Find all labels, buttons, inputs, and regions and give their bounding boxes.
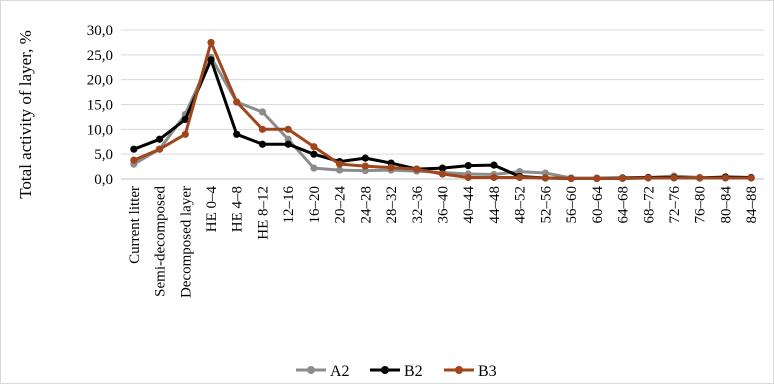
x-tick-label: Semi-decomposed	[153, 186, 169, 297]
data-point	[336, 160, 344, 168]
data-point	[438, 170, 447, 178]
grid	[121, 29, 764, 180]
y-tick-label: 30,0	[87, 23, 113, 39]
x-tick-label: HE 0–4	[204, 186, 220, 233]
data-point	[155, 135, 164, 143]
data-point	[593, 174, 601, 183]
data-point	[387, 163, 395, 172]
data-point	[670, 174, 678, 182]
data-point	[618, 174, 627, 183]
data-point	[490, 161, 498, 169]
legend-label: B3	[478, 363, 497, 380]
legend: A2 B2 B3	[296, 363, 497, 380]
series-line	[133, 40, 752, 180]
data-point	[207, 38, 215, 47]
data-point	[233, 98, 241, 106]
data-point	[181, 130, 189, 138]
y-tick-label: 5,0	[94, 147, 113, 163]
x-tick-label: 12–16	[281, 186, 297, 224]
data-point	[310, 150, 318, 158]
y-tick-label: 10,0	[87, 122, 113, 138]
x-tick-label: 44–48	[487, 186, 503, 224]
series-b3	[130, 38, 755, 183]
data-point	[258, 125, 267, 133]
series-lines	[130, 38, 755, 183]
data-point	[721, 174, 730, 182]
data-point	[181, 115, 189, 123]
data-point	[464, 161, 472, 170]
x-tick-label: 36–40	[436, 186, 452, 224]
data-point	[516, 167, 524, 176]
data-point	[233, 130, 241, 138]
x-tick-label: 68–72	[641, 186, 657, 224]
legend-label: B2	[404, 363, 423, 380]
data-point	[413, 165, 421, 173]
data-point	[541, 169, 549, 177]
x-tick-label: 24–28	[358, 186, 374, 224]
x-tick-label: 72–76	[667, 186, 683, 224]
data-point	[438, 164, 447, 172]
x-tick-label: 48–52	[513, 186, 529, 224]
data-point	[310, 164, 318, 172]
x-tick-label: 32–36	[410, 186, 426, 224]
x-tick-label: 84–88	[744, 186, 760, 224]
data-point	[258, 140, 267, 148]
data-point	[567, 174, 575, 183]
x-axis-ticks: Current litter Semi-decomposed Decomposed …	[127, 186, 760, 299]
data-point	[541, 174, 549, 182]
data-point	[155, 145, 164, 153]
x-tick-label: Decomposed layer	[178, 186, 194, 298]
data-point	[490, 173, 498, 182]
x-tick-label: 80–84	[718, 186, 734, 224]
data-point	[696, 174, 704, 182]
x-tick-label: 64–68	[616, 186, 632, 224]
y-tick-label: 20,0	[87, 73, 113, 89]
x-tick-label: 40–44	[461, 186, 477, 224]
x-tick-label: HE 8–12	[255, 186, 271, 240]
y-tick-label: 15,0	[87, 98, 113, 114]
legend-item-b3: B3	[444, 363, 497, 380]
data-point	[284, 135, 292, 143]
x-tick-label: 20–24	[333, 186, 349, 224]
data-point	[310, 143, 318, 151]
data-point	[361, 154, 369, 162]
data-point	[516, 173, 524, 182]
x-tick-label: Current litter	[127, 186, 143, 264]
x-tick-label: 16–20	[307, 186, 323, 224]
legend-swatch-marker	[381, 366, 389, 374]
legend-swatch-marker	[455, 366, 463, 374]
legend-item-b2: B2	[370, 363, 423, 380]
x-tick-label: 28–32	[384, 186, 400, 224]
data-point	[130, 145, 138, 153]
legend-swatch-marker	[307, 366, 315, 374]
legend-label: A2	[330, 363, 350, 380]
data-point	[284, 125, 292, 133]
data-point	[130, 156, 138, 164]
x-tick-label: 56–60	[564, 186, 580, 224]
y-tick-label: 0,0	[94, 172, 113, 188]
y-axis-ticks: 0,0 5,0 10,0 15,0 20,0 25,0 30,0	[87, 23, 113, 188]
data-point	[361, 162, 369, 170]
data-point	[644, 174, 652, 182]
x-tick-label: 60–64	[590, 186, 606, 224]
data-point	[207, 56, 215, 64]
legend-item-a2: A2	[296, 363, 350, 380]
x-tick-label: 52–56	[538, 186, 554, 224]
y-tick-label: 25,0	[87, 48, 113, 64]
data-point	[464, 173, 472, 182]
data-point	[336, 166, 344, 174]
data-point	[747, 174, 755, 182]
data-point	[258, 108, 267, 116]
y-axis-title: Total activity of layer, %	[16, 30, 35, 199]
data-point	[284, 140, 292, 148]
x-tick-label: 76–80	[693, 186, 709, 224]
x-tick-label: HE 4–8	[230, 186, 246, 232]
